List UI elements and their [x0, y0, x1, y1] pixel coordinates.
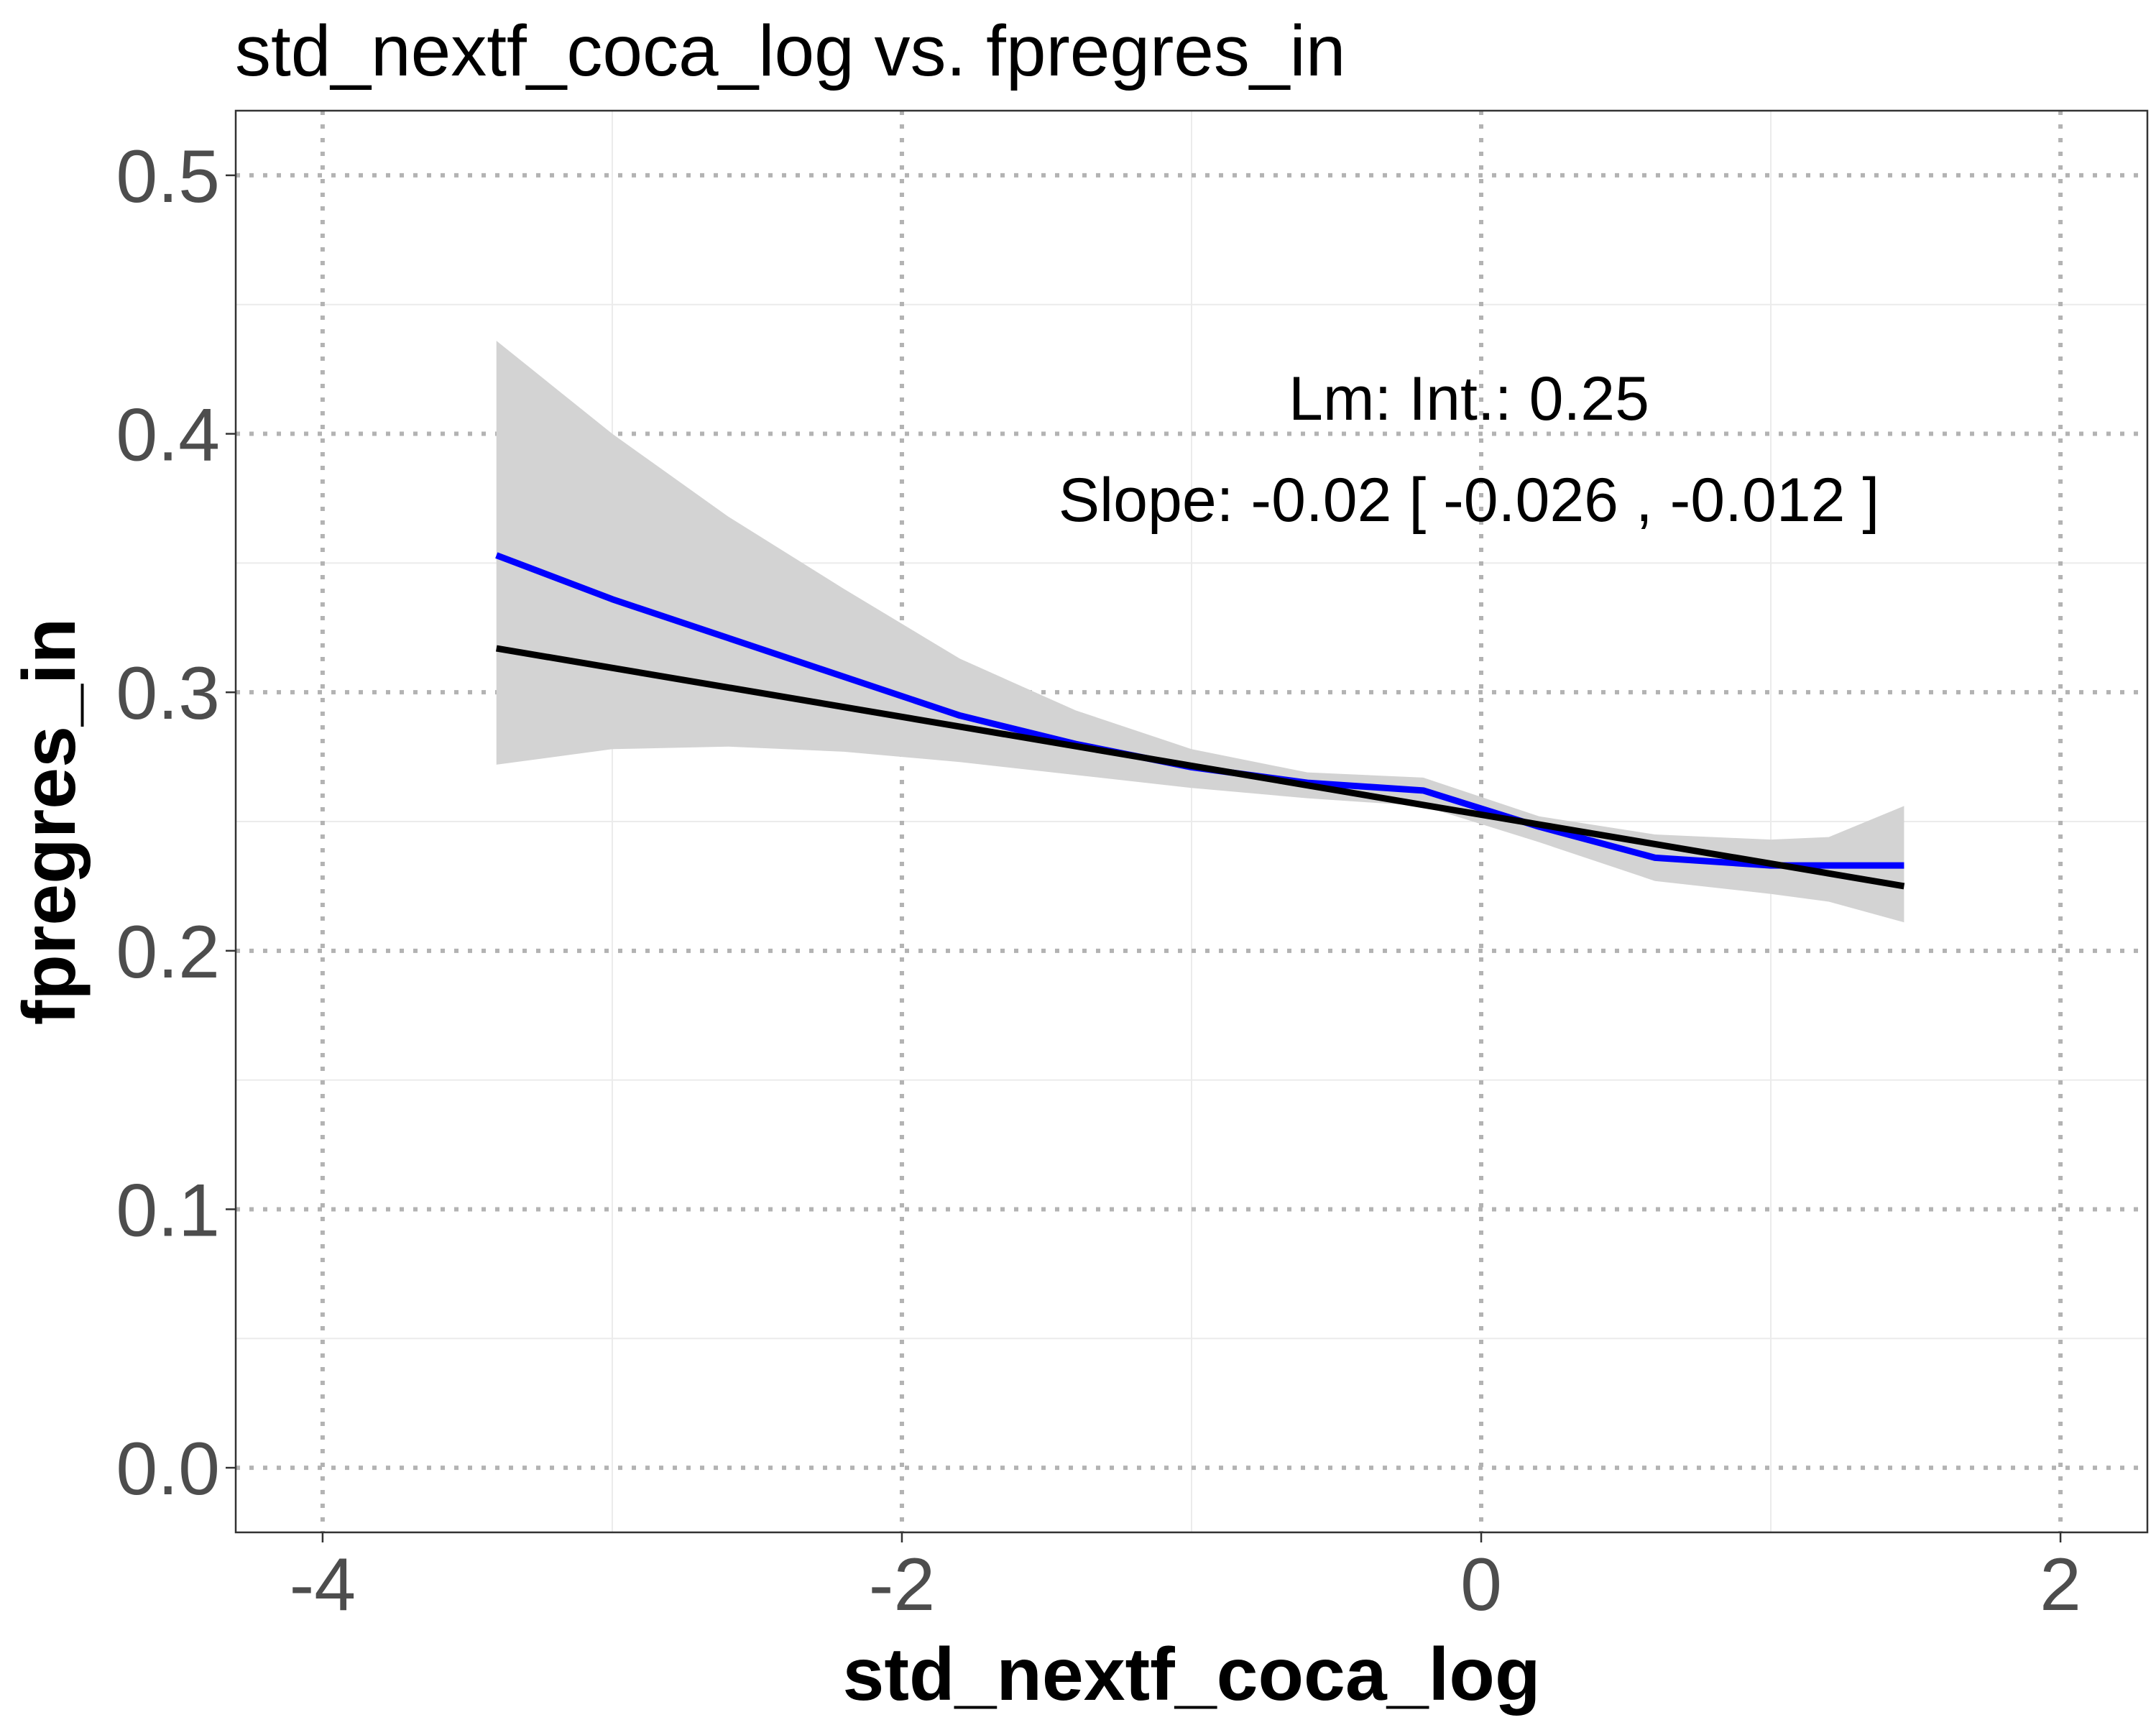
- minor-grid: [236, 111, 2147, 1532]
- x-tick-label: -4: [290, 1543, 356, 1627]
- y-tick-label: 0.5: [116, 135, 220, 218]
- chart-title: std_nextf_coca_log vs. fpregres_in: [235, 11, 1345, 91]
- x-tick-label: 2: [2040, 1543, 2081, 1627]
- annotation-intercept: Lm: Int.: 0.25: [1289, 364, 1649, 433]
- x-tick-label: 0: [1460, 1543, 1502, 1627]
- y-tick-label: 0.2: [116, 911, 220, 994]
- plot-panel-border: [234, 109, 2149, 1534]
- y-tick-label: 0.1: [116, 1169, 220, 1252]
- linear-fit-line: [495, 645, 1905, 890]
- annotation-slope: Slope: -0.02 [ -0.026 , -0.012 ]: [1059, 466, 1880, 535]
- x-axis-title: std_nextf_coca_log: [843, 1633, 1541, 1716]
- fit-lines-layer: [495, 552, 1905, 890]
- y-tick-label: 0.3: [116, 652, 220, 735]
- y-axis-title: fpregres_in: [8, 618, 91, 1025]
- x-axis-ticks: -4 -2 0 2: [290, 1532, 2081, 1627]
- y-axis-ticks: 0.0 0.1 0.2 0.3 0.4 0.5: [116, 135, 236, 1511]
- x-tick-label: -2: [869, 1543, 935, 1627]
- y-tick-label: 0.4: [116, 394, 220, 477]
- y-tick-label: 0.0: [116, 1427, 220, 1511]
